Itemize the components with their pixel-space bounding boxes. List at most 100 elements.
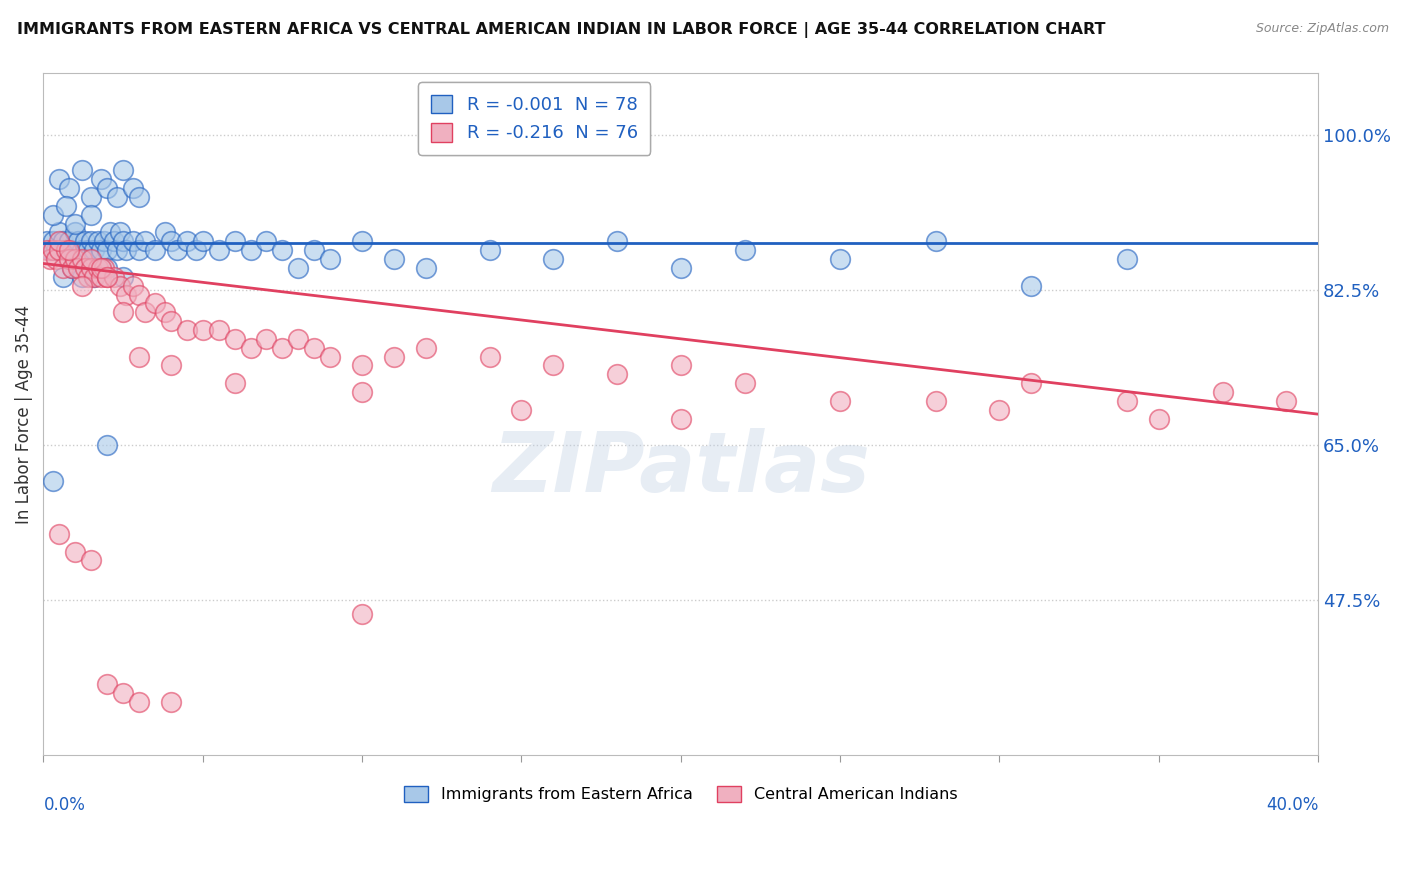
Point	[108, 226, 131, 240]
Point	[48, 244, 70, 258]
Point	[90, 244, 112, 258]
Point	[510, 402, 533, 417]
Point	[45, 252, 67, 266]
Point	[70, 163, 93, 178]
Point	[70, 278, 93, 293]
Point	[58, 181, 80, 195]
Point	[1116, 393, 1139, 408]
Point	[96, 677, 118, 691]
Point	[191, 323, 214, 337]
Point	[90, 172, 112, 186]
Point	[115, 244, 138, 258]
Point	[224, 376, 246, 391]
Point	[80, 208, 103, 222]
Point	[55, 244, 77, 258]
Point	[65, 226, 87, 240]
Point	[271, 341, 294, 355]
Point	[287, 260, 309, 275]
Point	[256, 235, 278, 249]
Point	[90, 269, 112, 284]
Point	[134, 305, 156, 319]
Point	[58, 244, 80, 258]
Point	[669, 260, 692, 275]
Point	[105, 244, 128, 258]
Point	[415, 341, 437, 355]
Point	[48, 526, 70, 541]
Point	[58, 235, 80, 249]
Text: 40.0%: 40.0%	[1265, 797, 1319, 814]
Point	[83, 269, 105, 284]
Point	[319, 252, 342, 266]
Point	[51, 269, 73, 284]
Point	[352, 359, 374, 373]
Point	[239, 244, 262, 258]
Point	[112, 269, 135, 284]
Legend: R = -0.001  N = 78, R = -0.216  N = 76: R = -0.001 N = 78, R = -0.216 N = 76	[418, 82, 651, 155]
Point	[121, 235, 143, 249]
Point	[176, 235, 198, 249]
Point	[382, 350, 405, 364]
Point	[478, 244, 501, 258]
Point	[128, 287, 150, 301]
Point	[45, 244, 67, 258]
Point	[1275, 393, 1298, 408]
Point	[35, 244, 58, 258]
Point	[96, 260, 118, 275]
Point	[352, 384, 374, 399]
Point	[83, 244, 105, 258]
Point	[186, 244, 208, 258]
Point	[128, 190, 150, 204]
Point	[1021, 376, 1043, 391]
Point	[77, 244, 100, 258]
Point	[42, 474, 65, 488]
Point	[103, 269, 125, 284]
Point	[65, 217, 87, 231]
Point	[160, 314, 183, 328]
Point	[96, 438, 118, 452]
Point	[70, 269, 93, 284]
Point	[208, 323, 231, 337]
Point	[65, 252, 87, 266]
Point	[191, 235, 214, 249]
Point	[67, 260, 90, 275]
Point	[48, 226, 70, 240]
Point	[160, 359, 183, 373]
Point	[304, 244, 326, 258]
Point	[382, 252, 405, 266]
Point	[830, 252, 852, 266]
Point	[1116, 252, 1139, 266]
Point	[224, 235, 246, 249]
Text: IMMIGRANTS FROM EASTERN AFRICA VS CENTRAL AMERICAN INDIAN IN LABOR FORCE | AGE 3: IMMIGRANTS FROM EASTERN AFRICA VS CENTRA…	[17, 22, 1105, 38]
Point	[58, 252, 80, 266]
Point	[60, 260, 83, 275]
Point	[143, 296, 166, 310]
Text: 0.0%: 0.0%	[44, 797, 86, 814]
Point	[1212, 384, 1234, 399]
Point	[112, 235, 135, 249]
Point	[73, 235, 96, 249]
Point	[988, 402, 1011, 417]
Point	[239, 341, 262, 355]
Point	[1021, 278, 1043, 293]
Point	[108, 278, 131, 293]
Point	[669, 411, 692, 425]
Point	[224, 332, 246, 346]
Point	[55, 199, 77, 213]
Point	[925, 235, 948, 249]
Point	[166, 244, 188, 258]
Point	[153, 226, 176, 240]
Text: Source: ZipAtlas.com: Source: ZipAtlas.com	[1256, 22, 1389, 36]
Point	[112, 305, 135, 319]
Point	[271, 244, 294, 258]
Point	[734, 376, 756, 391]
Point	[208, 244, 231, 258]
Point	[415, 260, 437, 275]
Point	[352, 607, 374, 621]
Point	[669, 359, 692, 373]
Point	[83, 269, 105, 284]
Point	[90, 260, 112, 275]
Point	[287, 332, 309, 346]
Point	[48, 235, 70, 249]
Point	[134, 235, 156, 249]
Point	[42, 208, 65, 222]
